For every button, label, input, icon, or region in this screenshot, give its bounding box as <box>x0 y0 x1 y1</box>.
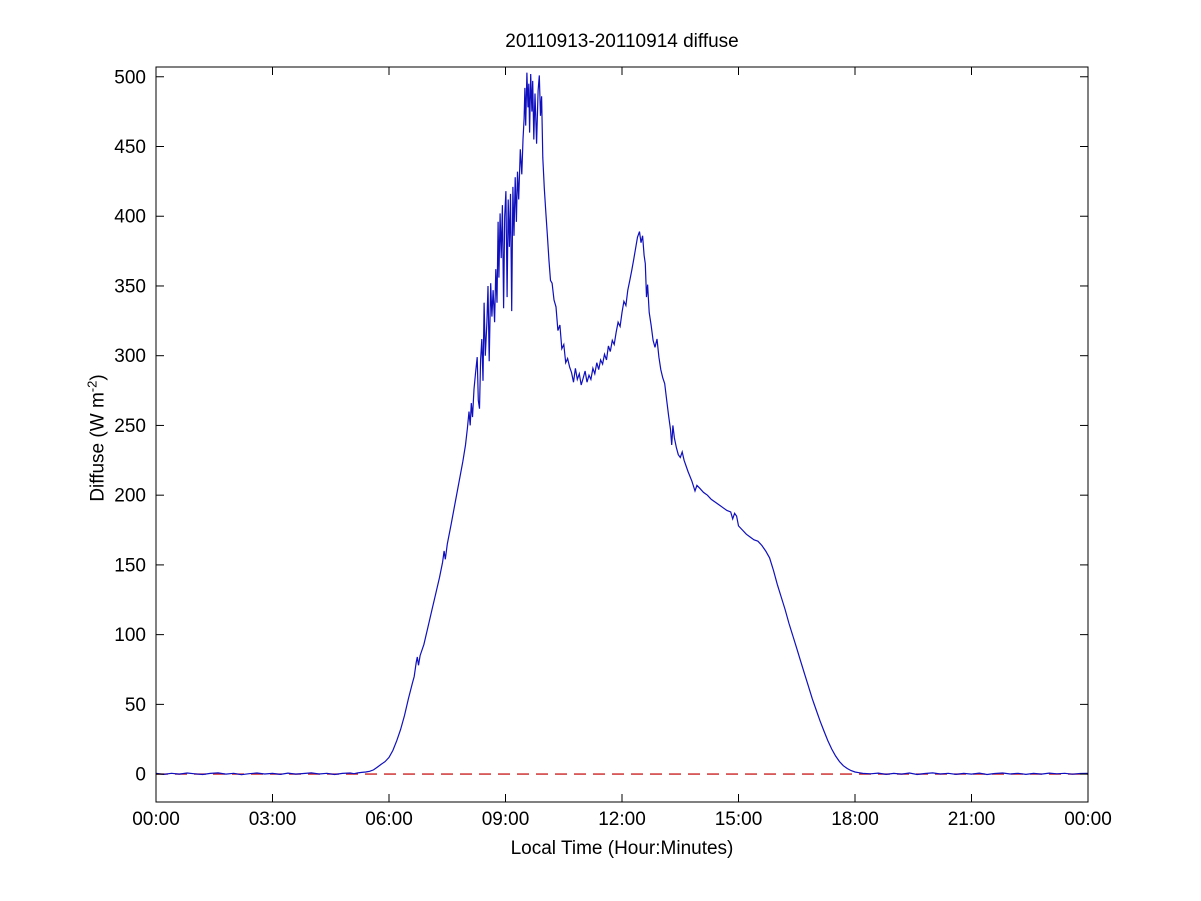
x-tick-label: 00:00 <box>1064 809 1112 830</box>
y-tick-label: 350 <box>114 276 146 297</box>
x-tick-label: 15:00 <box>715 809 763 830</box>
x-tick-label: 12:00 <box>598 809 646 830</box>
x-tick-label: 03:00 <box>249 809 297 830</box>
y-axis-label-suffix: ) <box>87 374 109 381</box>
diffuse-irradiance-line <box>155 72 1089 776</box>
y-tick-label: 200 <box>114 486 146 507</box>
y-tick-label: 150 <box>114 555 146 576</box>
y-axis-label-prefix: Diffuse (W m <box>87 392 109 502</box>
x-tick-label: 00:00 <box>132 809 180 830</box>
y-tick-label: 300 <box>114 346 146 367</box>
chart-title: 20110913-20110914 diffuse <box>505 31 739 52</box>
y-tick-label: 0 <box>135 765 146 786</box>
y-tick-label: 450 <box>114 137 146 158</box>
x-tick-label: 21:00 <box>948 809 996 830</box>
x-tick-label: 06:00 <box>365 809 413 830</box>
y-axis-label: Diffuse (W m-2) <box>84 374 109 501</box>
y-tick-label: 50 <box>125 695 146 716</box>
x-axis-label: Local Time (Hour:Minutes) <box>510 838 734 859</box>
y-axis-label-superscript: -2 <box>84 380 100 393</box>
x-tick-label: 09:00 <box>482 809 530 830</box>
y-tick-label: 100 <box>114 625 146 646</box>
x-tick-label: 18:00 <box>831 809 879 830</box>
plot-area-border <box>155 66 1089 803</box>
y-tick-label: 500 <box>114 67 146 88</box>
y-tick-label: 400 <box>114 207 146 228</box>
y-tick-label: 250 <box>114 416 146 437</box>
